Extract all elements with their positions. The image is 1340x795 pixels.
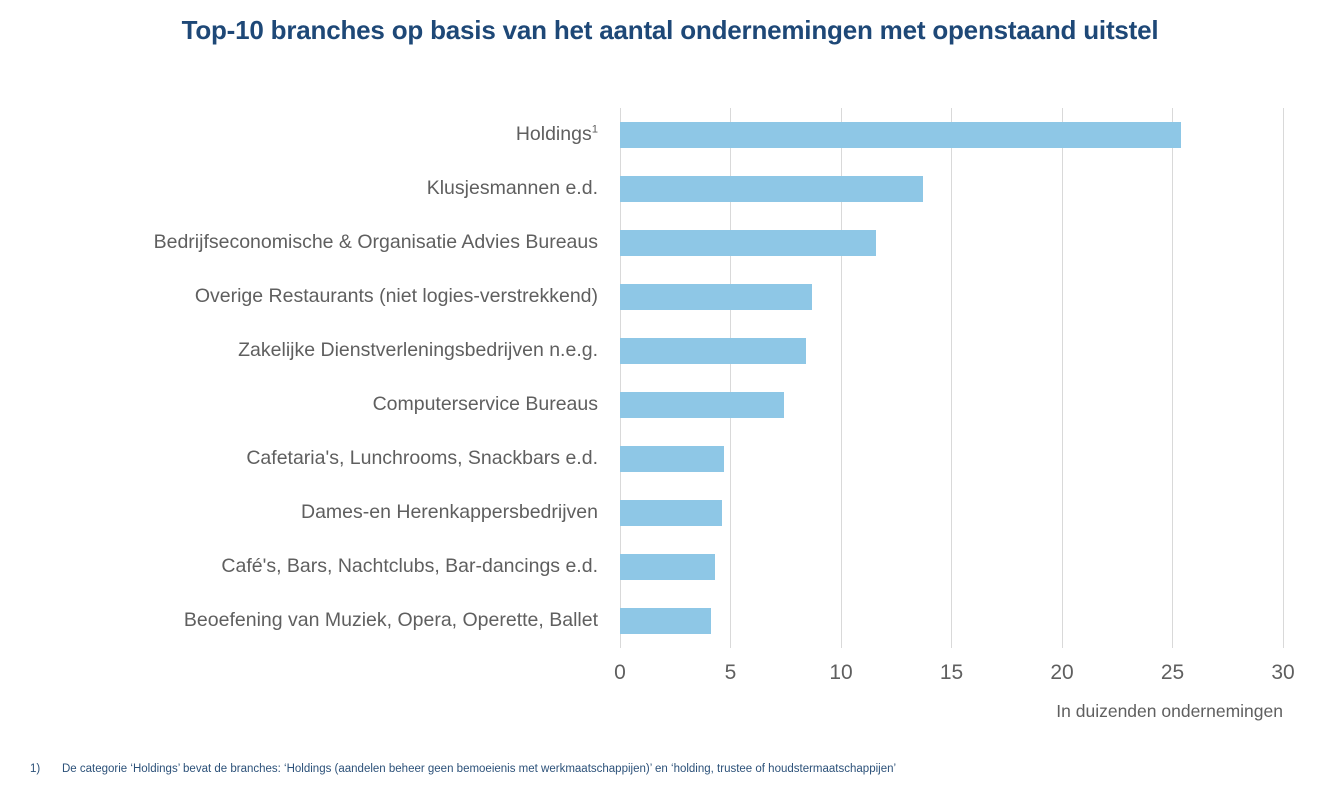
- x-tick-label: 10: [829, 661, 853, 684]
- bar-track: [620, 122, 1283, 148]
- plot-area: [619, 108, 1284, 648]
- footnote-ref: 1: [591, 123, 598, 136]
- x-tick-label: 25: [1160, 661, 1185, 684]
- footnote-marker: 1): [30, 763, 41, 775]
- category-label: Cafetaria's, Lunchrooms, Snackbars e.d.: [246, 447, 598, 470]
- gridline: [951, 108, 952, 648]
- chart-row: Holdings1: [0, 108, 1340, 162]
- bar: [620, 230, 877, 256]
- category-label: Dames-en Herenkappersbedrijven: [301, 501, 598, 524]
- x-tick-label: 15: [939, 661, 964, 684]
- bar-rows: Holdings1 Klusjesmannen e.d. Bedrijfsecono…: [0, 108, 1340, 648]
- chart-row: Bedrijfseconomische & Organisatie Advies…: [0, 216, 1340, 270]
- chart-row: Computerservice Bureaus: [0, 378, 1340, 432]
- chart-title: Top-10 branches op basis van het aantal …: [181, 15, 1159, 45]
- gridline: [619, 108, 621, 648]
- gridline: [840, 108, 842, 648]
- x-tick-label: 20: [1050, 661, 1074, 684]
- bar: [620, 554, 716, 580]
- bar-track: [620, 554, 1283, 580]
- chart-row: Dames-en Herenkappersbedrijven: [0, 486, 1340, 540]
- bar: [620, 284, 813, 310]
- bar-track: [620, 176, 1283, 202]
- bar: [620, 176, 923, 202]
- footnote: 1) De categorie ‘Holdings’ bevat de bran…: [30, 763, 1320, 775]
- gridline: [1282, 108, 1284, 648]
- bar-track: [620, 230, 1283, 256]
- bar: [620, 500, 722, 526]
- x-tick-label: 30: [1271, 661, 1295, 684]
- x-tick-label: 0: [614, 661, 626, 684]
- category-label: Klusjesmannen e.d.: [426, 177, 598, 200]
- category-label: Bedrijfseconomische & Organisatie Advies…: [153, 231, 598, 254]
- chart-row: Cafetaria's, Lunchrooms, Snackbars e.d.: [0, 432, 1340, 486]
- chart-row: Klusjesmannen e.d.: [0, 162, 1340, 216]
- chart-row: Beoefening van Muziek, Opera, Operette, …: [0, 594, 1340, 648]
- x-axis-label: In duizenden ondernemingen: [1056, 701, 1283, 721]
- bar-track: [620, 446, 1283, 472]
- footnote-text: De categorie ‘Holdings’ bevat de branche…: [62, 763, 897, 775]
- category-label: Holdings1: [515, 123, 598, 146]
- bar: [620, 392, 784, 418]
- chart-row: Zakelijke Dienstverleningsbedrijven n.e.…: [0, 324, 1340, 378]
- bar-track: [620, 284, 1283, 310]
- bar-track: [620, 338, 1283, 364]
- category-label: Overige Restaurants (niet logies-verstre…: [194, 285, 598, 308]
- bar: [620, 608, 711, 634]
- bar-track: [620, 608, 1283, 634]
- category-label: Zakelijke Dienstverleningsbedrijven n.e.…: [238, 339, 598, 362]
- category-label: Computerservice Bureaus: [372, 393, 598, 416]
- gridline: [730, 108, 731, 648]
- gridline: [1061, 108, 1063, 648]
- bar: [620, 446, 724, 472]
- bar: [620, 338, 806, 364]
- category-label: Beoefening van Muziek, Opera, Operette, …: [183, 609, 598, 632]
- category-label: Café's, Bars, Nachtclubs, Bar-dancings e…: [221, 555, 598, 578]
- bar: [620, 122, 1182, 148]
- chart-row: Overige Restaurants (niet logies-verstre…: [0, 270, 1340, 324]
- x-tick-label: 5: [724, 661, 737, 684]
- x-axis: 0 5 10 15 20 25 30: [614, 661, 1295, 691]
- bar-track: [620, 500, 1283, 526]
- bar-track: [620, 392, 1283, 418]
- gridline: [1172, 108, 1173, 648]
- chart-row: Café's, Bars, Nachtclubs, Bar-dancings e…: [0, 540, 1340, 594]
